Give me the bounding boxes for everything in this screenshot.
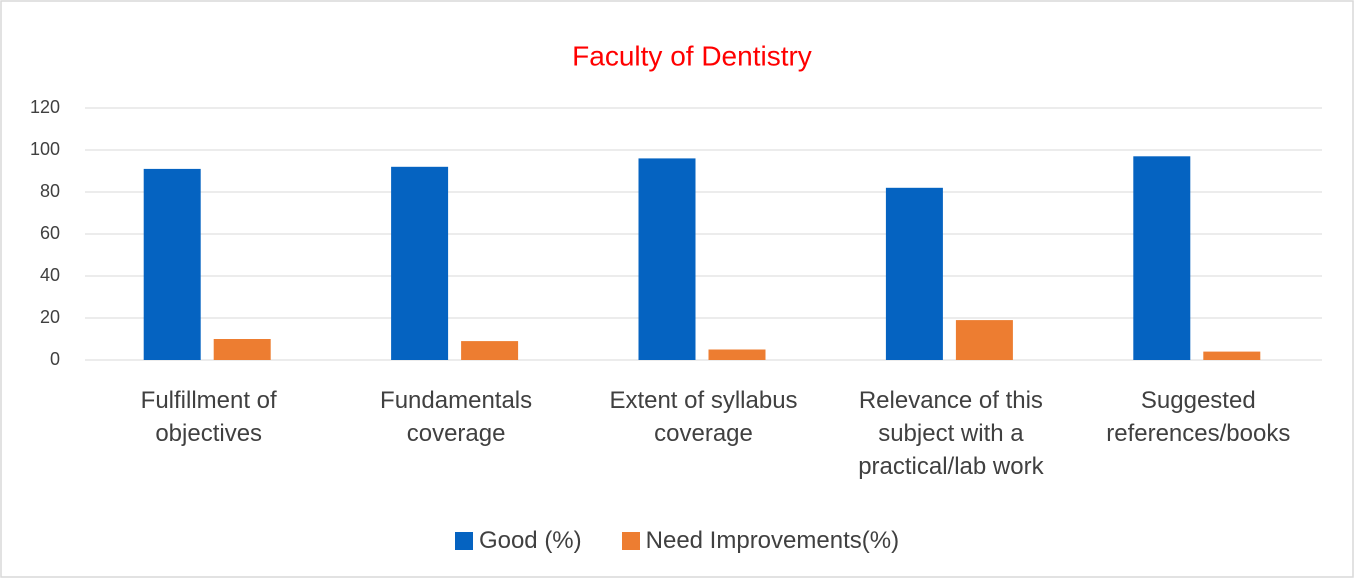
bar (391, 166, 449, 360)
bar (638, 158, 696, 360)
legend-swatch (621, 532, 640, 550)
bar (955, 320, 1013, 360)
bar (708, 349, 766, 360)
x-tick-label: Suggested references/books (1106, 387, 1291, 447)
legend-label: Good (%) (478, 527, 582, 554)
bar (143, 168, 201, 360)
chart-title: Faculty of Dentistry (572, 40, 812, 71)
legend-item: Need Improvements(%) (621, 527, 900, 555)
y-tick-label: 120 (30, 97, 60, 117)
y-tick-label: 40 (40, 265, 60, 285)
y-tick-label: 0 (50, 349, 60, 369)
bar (1203, 351, 1261, 360)
y-tick-label: 60 (40, 223, 60, 243)
x-tick-label: Fulfillment of objectives (140, 387, 277, 447)
bar (1133, 156, 1191, 360)
legend: Good (%) Need Improvements(%) (0, 527, 1354, 555)
bar (885, 187, 943, 360)
y-tick-label: 80 (40, 181, 60, 201)
legend-swatch (454, 532, 473, 550)
x-tick-label: Extent of syllabus coverage (609, 387, 798, 447)
legend-label: Need Improvements(%) (645, 527, 900, 554)
bar (213, 339, 271, 360)
x-tick-label: Relevance of this subject with a practic… (858, 387, 1044, 480)
y-tick-label: 20 (40, 307, 60, 327)
bar (461, 341, 519, 360)
x-tick-label: Fundamentals coverage (380, 387, 533, 447)
y-tick-label: 100 (30, 139, 60, 159)
legend-item: Good (%) (454, 527, 582, 555)
